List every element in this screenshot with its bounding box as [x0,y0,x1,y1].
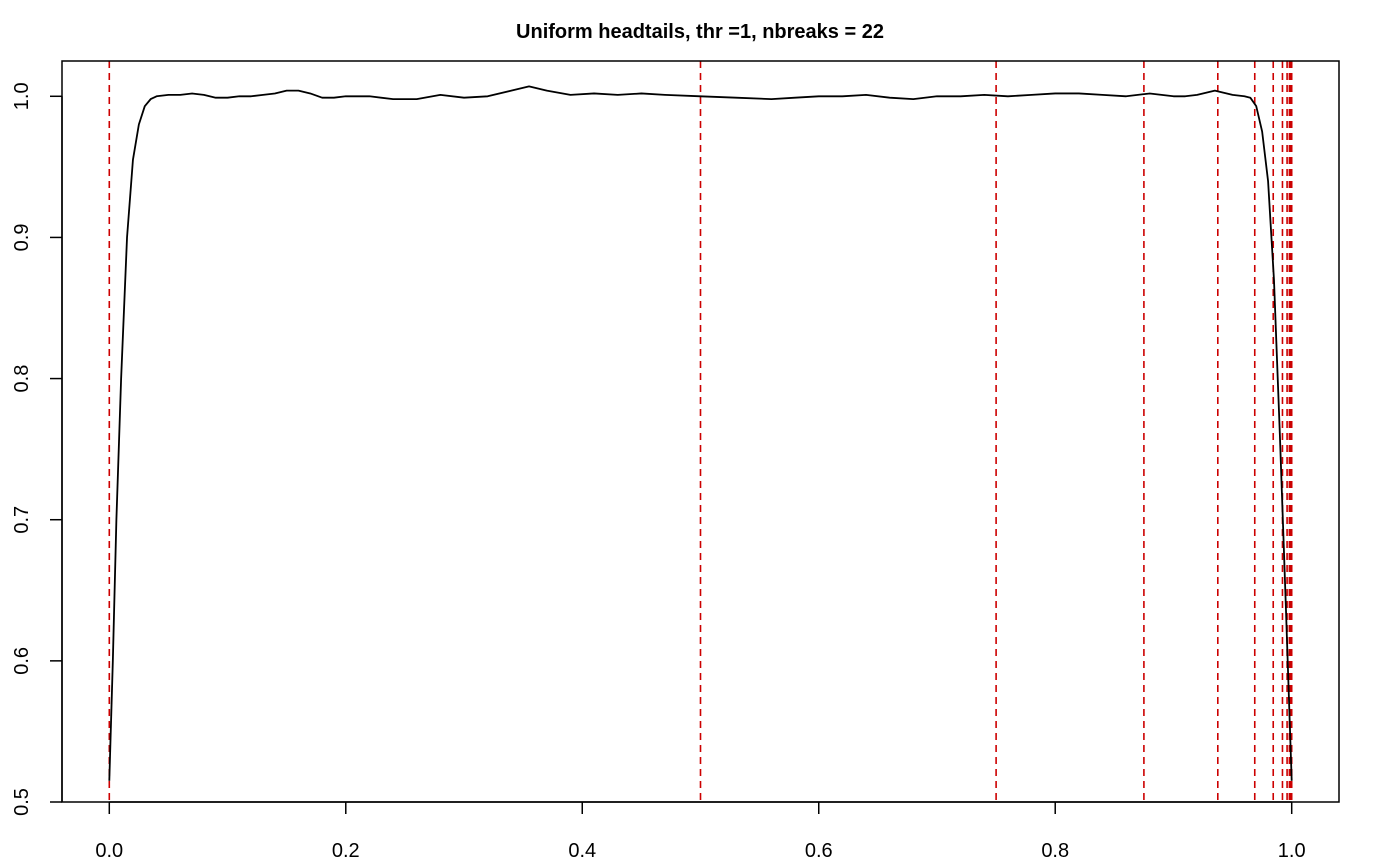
x-tick-label: 0.0 [95,840,123,862]
x-tick-label: 0.2 [332,840,360,862]
chart-title: Uniform headtails, thr =1, nbreaks = 22 [516,21,884,43]
break-lines [108,61,1293,802]
series-layer [108,85,1293,781]
y-tick-label: 0.9 [11,224,33,252]
y-axis: 0.5 0.6 0.7 0.8 0.9 1.0 [11,82,63,816]
y-tick-label: 0.7 [11,506,33,534]
x-tick-label: 0.4 [568,840,596,862]
y-tick-label: 0.8 [11,365,33,393]
x-tick-label: 0.6 [805,840,833,862]
x-tick-label: 0.8 [1041,840,1069,862]
y-tick-label: 0.6 [11,647,33,675]
series-line-0 [108,85,1293,781]
y-tick-label: 1.0 [11,82,33,110]
x-tick-label: 1.0 [1278,840,1306,862]
x-axis: 0.0 0.2 0.4 0.6 0.8 1.0 [95,801,1306,862]
y-tick-label: 0.5 [11,788,33,816]
